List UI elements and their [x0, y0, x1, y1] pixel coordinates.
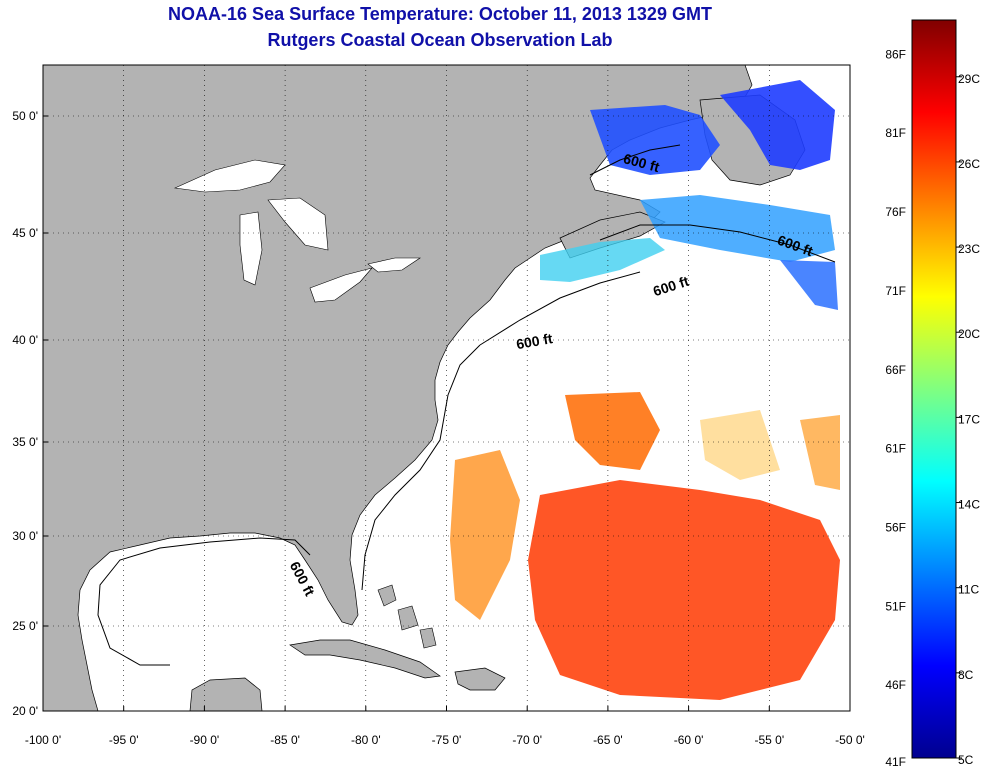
colorbar-c-label: 17C — [958, 412, 980, 426]
colorbar-f-label: 76F — [885, 205, 906, 219]
colorbar-f-label: 81F — [885, 126, 906, 140]
x-tick-label: -90 0' — [190, 733, 220, 747]
colorbar-c-label: 29C — [958, 72, 980, 86]
colorbar-f-label: 56F — [885, 520, 906, 534]
colorbar-c-label: 5C — [958, 753, 974, 767]
x-tick-label: -85 0' — [270, 733, 300, 747]
colorbar-c-label: 26C — [958, 157, 980, 171]
colorbar-f-label: 66F — [885, 363, 906, 377]
colorbar — [911, 19, 957, 759]
colorbar-fahrenheit-labels: 86F 81F 76F 71F 66F 61F 56F 51F 46F 41F — [885, 47, 906, 769]
colorbar-f-label: 51F — [885, 599, 906, 613]
sst-cold-region — [540, 80, 838, 310]
x-axis: -100 0' -95 0' -90 0' -85 0' -80 0' -75 0' -70… — [25, 706, 865, 747]
y-tick-label: 25 0' — [12, 619, 38, 633]
colorbar-c-label: 8C — [958, 668, 974, 682]
x-tick-label: -65 0' — [593, 733, 623, 747]
bahamas-islands — [377, 584, 437, 649]
isobath-contours — [97, 144, 836, 666]
map-title: NOAA-16 Sea Surface Temperature: October… — [168, 4, 712, 24]
colorbar-celsius-labels: 29C 26C 23C 20C 17C 14C 11C 8C 5C — [956, 72, 980, 767]
y-tick-label: 30 0' — [12, 529, 38, 543]
x-tick-label: -95 0' — [109, 733, 139, 747]
colorbar-f-label: 86F — [885, 47, 906, 61]
x-tick-label: -100 0' — [25, 733, 61, 747]
colorbar-c-label: 23C — [958, 242, 980, 256]
map-subtitle: Rutgers Coastal Ocean Observation Lab — [267, 30, 613, 50]
colorbar-f-label: 46F — [885, 678, 906, 692]
colorbar-c-label: 20C — [958, 327, 980, 341]
x-tick-label: -60 0' — [674, 733, 704, 747]
land-hispaniola — [454, 667, 506, 691]
land-north-america — [43, 65, 753, 711]
x-tick-label: -70 0' — [512, 733, 542, 747]
y-tick-label: 20 0' — [12, 704, 38, 718]
x-tick-label: -75 0' — [432, 733, 462, 747]
x-tick-label: -50 0' — [835, 733, 865, 747]
y-axis: 50 0' 45 0' 40 0' 35 0' 30 0' 25 0' 20 0' — [12, 109, 48, 718]
land-yucatan — [189, 677, 263, 711]
y-tick-label: 50 0' — [12, 109, 38, 123]
colorbar-c-label: 11C — [958, 583, 979, 597]
land-cuba — [289, 639, 441, 679]
y-tick-label: 35 0' — [12, 435, 38, 449]
sst-warm-region — [450, 392, 840, 700]
colorbar-c-label: 14C — [958, 498, 980, 512]
y-tick-label: 40 0' — [12, 333, 38, 347]
great-lakes — [173, 159, 421, 303]
contour-label-600ft: 600 ft — [515, 330, 554, 352]
colorbar-f-label: 71F — [885, 284, 906, 298]
x-tick-label: -55 0' — [754, 733, 784, 747]
x-tick-label: -80 0' — [351, 733, 381, 747]
y-tick-label: 45 0' — [12, 226, 38, 240]
colorbar-f-label: 41F — [885, 755, 906, 769]
colorbar-f-label: 61F — [885, 442, 906, 456]
